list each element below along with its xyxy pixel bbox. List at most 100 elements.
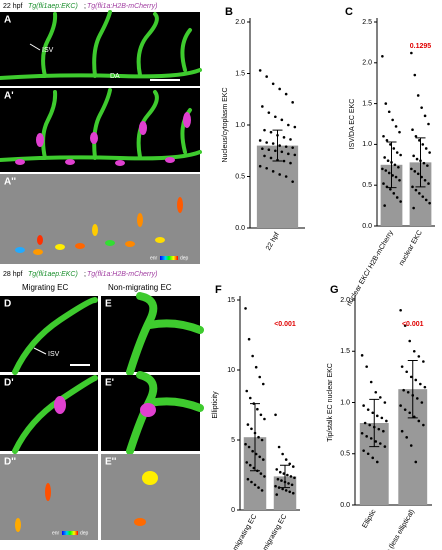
data-point <box>291 146 294 149</box>
annotation: ISV <box>42 47 54 54</box>
column-label: Migrating EC <box>22 283 68 292</box>
scale-label: enr <box>150 255 158 261</box>
y-tick-label: 1.0 <box>362 141 372 148</box>
panel-label: B <box>225 6 233 18</box>
data-point <box>250 427 253 431</box>
data-point <box>280 150 284 154</box>
data-point <box>398 130 401 134</box>
transgene-label: Tg(fli1a:H2B-mCherry) <box>87 3 157 10</box>
data-point <box>261 382 265 386</box>
data-point <box>284 92 288 96</box>
data-point <box>271 142 275 145</box>
data-point <box>263 417 266 421</box>
data-point <box>374 440 378 443</box>
x-tick-label: nuclear EKC/ H2B-mCherry <box>346 229 395 307</box>
data-point <box>395 151 399 154</box>
data-point <box>293 476 296 480</box>
data-point <box>284 175 288 178</box>
data-point <box>258 375 262 379</box>
data-point <box>287 123 290 127</box>
data-point <box>248 463 252 467</box>
data-point <box>246 423 250 426</box>
image-panel: A'' enr dep <box>0 174 200 264</box>
image-panel: D' E' <box>0 371 204 455</box>
data-point <box>412 154 415 158</box>
data-point <box>414 378 418 382</box>
x-tick-label: nuclear EKC <box>398 229 424 267</box>
data-point <box>422 360 425 363</box>
data-point <box>408 339 412 343</box>
data-point <box>247 445 251 449</box>
data-point <box>413 73 417 77</box>
y-tick-label: 0.5 <box>362 182 372 189</box>
data-point <box>277 445 281 449</box>
data-point <box>254 452 258 456</box>
data-point <box>392 147 396 150</box>
data-point <box>278 87 281 91</box>
data-point <box>267 111 271 114</box>
data-point <box>421 195 425 198</box>
data-point <box>365 435 368 438</box>
data-point <box>392 192 396 195</box>
data-point <box>251 449 254 453</box>
data-point <box>382 134 385 138</box>
data-point <box>418 192 421 195</box>
data-point <box>412 349 416 353</box>
transgene-label: Tg(fli1aep:EKC) <box>28 271 78 278</box>
data-point <box>280 479 283 482</box>
panel-label: E'' <box>105 457 116 468</box>
data-point <box>366 408 370 411</box>
data-point <box>411 128 414 132</box>
y-tick-label: 0.5 <box>340 451 350 458</box>
data-point <box>414 188 418 192</box>
y-tick-label: 0 <box>231 507 235 514</box>
panel-label: G <box>330 284 339 296</box>
data-point <box>417 419 421 423</box>
data-point <box>360 354 364 357</box>
data-point <box>276 477 280 481</box>
data-point <box>410 51 413 55</box>
data-point <box>428 151 431 154</box>
data-point <box>422 161 426 165</box>
data-point <box>399 153 402 157</box>
image-panel: A ISV DA <box>0 10 202 86</box>
error-bar <box>415 137 426 188</box>
data-point <box>256 407 259 411</box>
data-point <box>288 462 292 466</box>
data-point <box>383 401 387 404</box>
data-point <box>278 144 281 147</box>
data-point <box>368 423 372 427</box>
data-point <box>244 307 247 310</box>
data-point <box>375 414 379 418</box>
data-point <box>412 206 415 210</box>
data-point <box>394 175 398 179</box>
data-point <box>275 468 279 471</box>
data-point <box>289 138 292 141</box>
data-point <box>261 147 264 150</box>
column-label: Non-migrating EC <box>108 283 172 292</box>
data-point <box>269 130 273 134</box>
data-point <box>420 106 423 109</box>
y-tick-label: 1.0 <box>340 399 350 406</box>
data-point <box>257 435 260 439</box>
p-value: <0.001 <box>274 321 296 328</box>
data-point <box>402 388 405 392</box>
y-tick-label: 2.0 <box>235 19 245 26</box>
image-panel: A' <box>0 88 202 172</box>
data-point <box>291 180 294 183</box>
data-point <box>263 128 266 132</box>
stage-label: 28 hpf <box>3 271 23 278</box>
data-point <box>274 484 277 488</box>
panel-label: A' <box>4 91 14 102</box>
data-point <box>383 204 386 207</box>
data-point <box>405 436 408 439</box>
data-point <box>258 139 262 142</box>
data-point <box>258 455 262 459</box>
data-point <box>277 486 281 489</box>
data-point <box>274 115 277 119</box>
data-point <box>284 458 288 461</box>
error-bar <box>250 403 260 472</box>
data-point <box>246 477 250 481</box>
data-point <box>284 489 288 492</box>
data-point <box>293 125 297 129</box>
